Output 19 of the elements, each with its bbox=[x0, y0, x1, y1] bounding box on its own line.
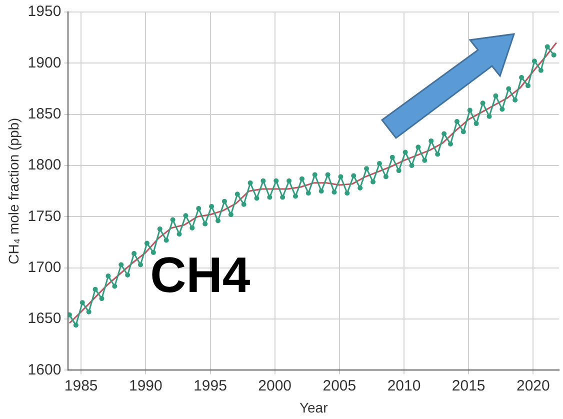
y-tick-label: 1800 bbox=[28, 156, 62, 174]
y-tick-label: 1900 bbox=[28, 54, 62, 72]
y-tick-label: 1750 bbox=[28, 208, 62, 225]
x-tick-label: 2020 bbox=[516, 377, 550, 394]
x-axis-title: Year bbox=[299, 399, 328, 416]
y-tick-label: 1850 bbox=[28, 105, 62, 122]
x-tick-label: 2000 bbox=[258, 377, 292, 394]
x-tick-label: 1995 bbox=[194, 377, 227, 394]
x-tick-label: 1990 bbox=[128, 377, 162, 394]
x-tick-label: 2005 bbox=[322, 377, 356, 394]
y-tick-label: 1950 bbox=[28, 3, 62, 20]
x-tick-label: 2010 bbox=[387, 377, 421, 394]
annotation: CH4 bbox=[150, 246, 250, 303]
x-tick-label: 1985 bbox=[64, 377, 98, 394]
y-tick-label: 1700 bbox=[28, 259, 62, 276]
y-axis-title: CH₄ mole fraction (ppb) bbox=[5, 118, 22, 264]
y-tick-label: 1600 bbox=[28, 361, 62, 378]
y-tick-label: 1650 bbox=[28, 310, 62, 328]
x-tick-label: 2015 bbox=[452, 377, 486, 394]
